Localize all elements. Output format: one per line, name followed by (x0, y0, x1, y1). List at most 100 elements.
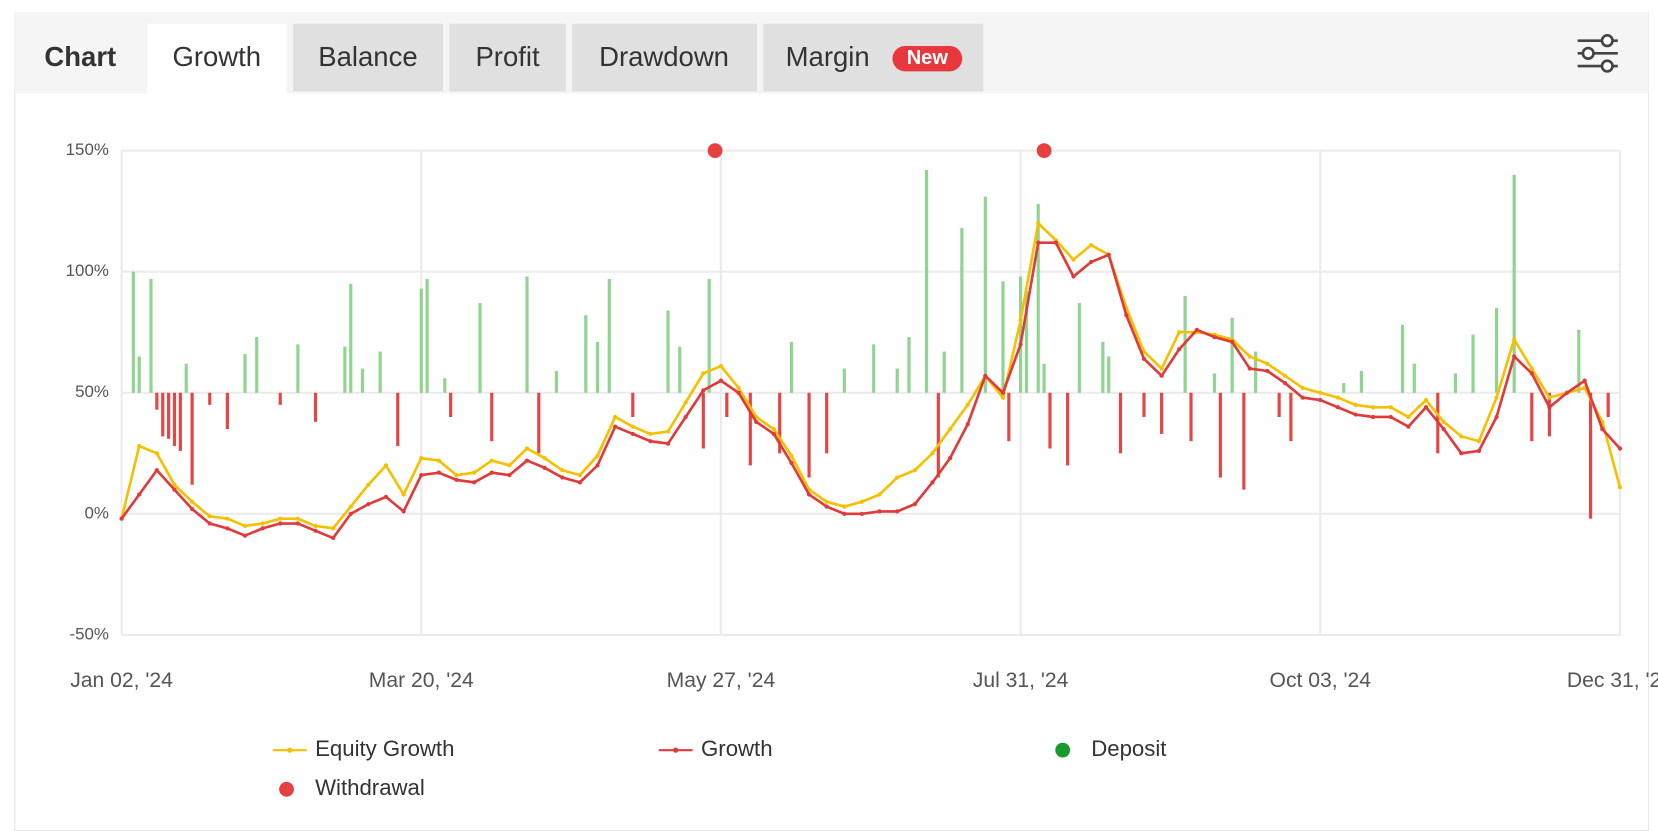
bar (131, 271, 135, 393)
bar (255, 337, 259, 393)
point (1371, 405, 1376, 410)
tab[interactable]: Balance (318, 41, 417, 72)
bar (936, 392, 940, 478)
settings-icon[interactable] (1577, 34, 1618, 73)
bar (1530, 392, 1534, 442)
bar (725, 392, 729, 417)
chart-label: Chart (44, 41, 116, 72)
bar (1471, 334, 1475, 393)
tab[interactable]: Profit (475, 41, 540, 72)
point (577, 480, 583, 485)
point (718, 364, 724, 369)
point (1406, 424, 1411, 429)
point (260, 521, 265, 526)
badge (892, 45, 963, 72)
bar (349, 283, 353, 393)
tab-bg[interactable] (292, 23, 444, 92)
y-tick-label: 50% (75, 382, 109, 401)
legend-swatch (1055, 742, 1071, 758)
bar (1230, 317, 1234, 393)
bar (1019, 276, 1023, 393)
point (789, 460, 794, 466)
point (965, 422, 970, 427)
point (225, 516, 230, 521)
tab[interactable]: Margin (786, 41, 870, 72)
point (1617, 485, 1623, 490)
tab[interactable]: Growth (172, 41, 261, 72)
point (595, 463, 600, 468)
point (1600, 426, 1605, 432)
point (665, 441, 671, 446)
legend-label: Equity Growth (315, 736, 454, 761)
bar (1001, 281, 1005, 393)
point (630, 424, 635, 429)
point (542, 456, 547, 461)
bar (842, 368, 846, 393)
y-tick-label: -50% (69, 624, 108, 643)
point (1141, 356, 1147, 361)
legend-label: Growth (701, 736, 773, 761)
point (401, 492, 406, 497)
point (313, 528, 318, 533)
bar (872, 344, 876, 393)
point (1353, 412, 1358, 417)
tab-bg[interactable] (449, 23, 566, 92)
point (1512, 337, 1517, 342)
point (1282, 373, 1288, 378)
point (1282, 380, 1288, 386)
bar (313, 392, 318, 422)
point (1018, 342, 1023, 347)
point (472, 470, 477, 475)
bar (167, 392, 171, 439)
bar (243, 354, 247, 393)
point (366, 502, 371, 507)
bar (449, 392, 453, 417)
point (718, 378, 724, 383)
point (1547, 405, 1552, 410)
point (1459, 451, 1464, 456)
bar (1107, 356, 1111, 393)
tab[interactable]: Drawdown (599, 41, 729, 72)
point (1529, 366, 1534, 371)
point (842, 504, 847, 509)
bar (296, 344, 300, 393)
y-tick-label: 0% (84, 503, 108, 522)
point (895, 509, 900, 514)
bar (1189, 392, 1193, 442)
point (947, 456, 953, 461)
bar (537, 392, 541, 454)
point (736, 390, 741, 395)
bar (1036, 203, 1040, 393)
point (1441, 419, 1446, 424)
point (260, 526, 265, 531)
point (1371, 414, 1376, 420)
tab-active[interactable] (146, 23, 287, 94)
tab-bg[interactable] (572, 23, 758, 92)
bar (1142, 392, 1146, 417)
point (295, 521, 300, 526)
point (1036, 240, 1041, 245)
x-tick-label: Oct 03, '24 (1270, 669, 1372, 692)
point (242, 533, 248, 538)
legend-swatch-dot (287, 747, 293, 753)
point (278, 516, 283, 521)
point (1529, 371, 1534, 376)
bar (184, 363, 188, 393)
point (824, 499, 829, 504)
point (383, 494, 389, 500)
point (436, 470, 442, 475)
point (1564, 390, 1570, 395)
point (1441, 426, 1446, 432)
point (754, 419, 759, 424)
point (1318, 390, 1323, 395)
point (1177, 347, 1182, 352)
bar (942, 351, 946, 393)
bar (478, 303, 482, 393)
bar (1588, 392, 1593, 519)
point (736, 385, 741, 391)
point (930, 480, 935, 485)
point (524, 446, 530, 451)
bar (396, 392, 400, 447)
bar (1277, 392, 1281, 417)
point (1177, 330, 1182, 335)
